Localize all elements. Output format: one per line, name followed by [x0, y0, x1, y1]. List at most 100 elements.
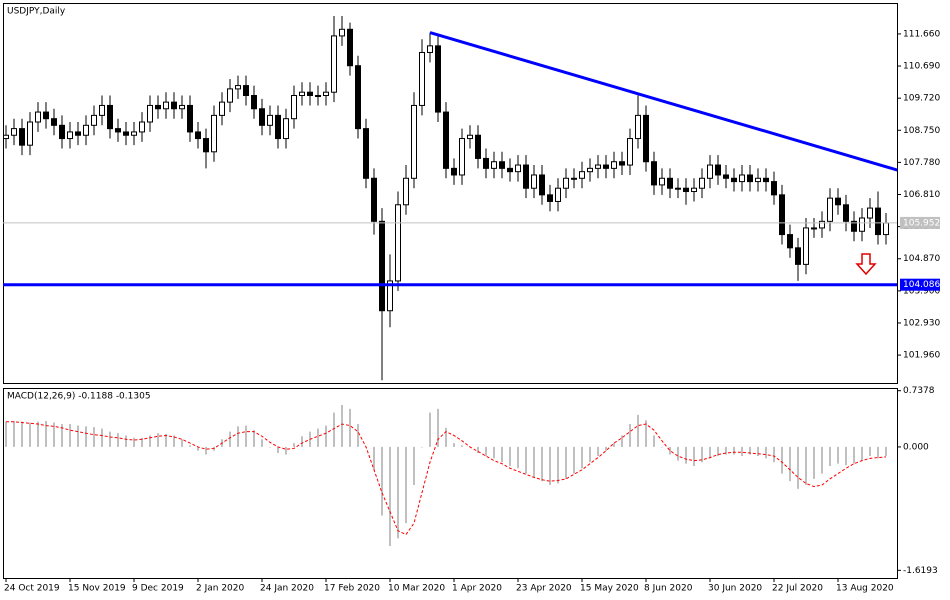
- macd-bar: [285, 446, 287, 455]
- macd-bar: [861, 446, 863, 461]
- macd-bar: [493, 446, 495, 459]
- macd-bar: [685, 446, 687, 464]
- macd-bar: [869, 446, 871, 457]
- macd-bar: [725, 446, 727, 455]
- candle-body: [139, 121, 145, 133]
- candle-body: [187, 104, 193, 133]
- candle-body: [787, 234, 793, 249]
- macd-bar: [277, 446, 279, 454]
- macd-bar: [237, 426, 239, 447]
- candle-body: [123, 131, 129, 136]
- macd-panel: [3, 388, 898, 579]
- candle-body: [563, 177, 569, 189]
- macd-bar: [29, 422, 31, 447]
- candle-body: [379, 220, 385, 312]
- candle-body: [227, 88, 233, 103]
- macd-bar: [5, 421, 7, 447]
- candle-body: [835, 197, 841, 206]
- macd-bar: [821, 446, 823, 474]
- macd-bar: [509, 446, 511, 466]
- level-label: 105.952: [903, 218, 940, 228]
- macd-bar: [85, 426, 87, 447]
- candle-body: [779, 194, 785, 236]
- macd-bar: [269, 446, 271, 448]
- candle-body: [699, 177, 705, 189]
- candle-body: [219, 101, 225, 116]
- candle-body: [435, 45, 441, 113]
- macd-bar: [125, 435, 127, 447]
- candle-body: [819, 220, 825, 229]
- macd-bar: [621, 435, 623, 447]
- macd-bar: [357, 424, 359, 447]
- candle-body: [27, 121, 33, 146]
- macd-bar: [781, 446, 783, 474]
- candle-body: [75, 131, 81, 136]
- candle-body: [403, 177, 409, 206]
- macd-bar: [533, 446, 535, 478]
- candle-body: [443, 111, 449, 169]
- candle-body: [755, 177, 761, 183]
- candle-body: [803, 227, 809, 265]
- macd-bar: [389, 446, 391, 546]
- macd-bar: [541, 446, 543, 482]
- candle-body: [171, 101, 177, 110]
- candle-body: [883, 222, 889, 236]
- macd-bar: [101, 428, 103, 447]
- trend-line: [429, 31, 898, 172]
- macd-bar: [293, 443, 295, 447]
- macd-bar: [749, 446, 751, 455]
- macd-bar: [349, 408, 351, 447]
- candle-body: [59, 124, 65, 140]
- macd-bar: [661, 446, 663, 448]
- macd-bar: [597, 446, 599, 457]
- macd-bar: [133, 437, 135, 447]
- macd-bar: [165, 433, 167, 447]
- macd-bar: [613, 443, 615, 447]
- candle-body: [291, 95, 297, 120]
- candle-body: [651, 161, 657, 186]
- macd-bar: [829, 446, 831, 466]
- candle-body: [283, 118, 289, 140]
- macd-bar: [157, 433, 159, 447]
- candle-body: [587, 167, 593, 173]
- candle-body: [547, 194, 553, 202]
- macd-bar: [573, 446, 575, 474]
- y-tick-label: 103.900: [903, 286, 940, 296]
- x-tick-label: 30 Jun 2020: [708, 584, 762, 594]
- macd-bar: [173, 435, 175, 447]
- candle-body: [875, 207, 881, 236]
- candle-body: [539, 174, 545, 196]
- candle-body: [251, 95, 257, 110]
- level-label: 104.086: [903, 280, 940, 290]
- macd-bar: [485, 446, 487, 457]
- macd-bar: [565, 446, 567, 479]
- candle-body: [35, 111, 41, 123]
- candle-body: [347, 28, 353, 67]
- candle-body: [91, 114, 97, 126]
- candle-body: [387, 280, 393, 312]
- candle-body: [83, 124, 89, 136]
- candle-body: [627, 138, 633, 166]
- candle-body: [515, 164, 521, 173]
- macd-bar: [69, 424, 71, 447]
- macd-bar: [373, 446, 375, 470]
- macd-bar: [53, 422, 55, 447]
- candle-body: [43, 111, 49, 120]
- macd-bar: [581, 446, 583, 469]
- candle-body: [707, 164, 713, 179]
- candle-body: [491, 161, 497, 169]
- candle-body: [427, 45, 433, 53]
- macd-bar: [317, 428, 319, 447]
- candle-body: [811, 227, 817, 230]
- macd-bar: [717, 446, 719, 457]
- candle-body: [571, 177, 577, 180]
- candle-body: [51, 118, 57, 126]
- macd-title: MACD(12,26,9) -0.1188 -0.1305: [7, 392, 151, 402]
- candle-body: [411, 104, 417, 179]
- macd-bar: [773, 446, 775, 463]
- candle-body: [467, 134, 473, 140]
- macd-bar: [109, 431, 111, 447]
- candle-body: [827, 197, 833, 222]
- macd-bar: [141, 437, 143, 447]
